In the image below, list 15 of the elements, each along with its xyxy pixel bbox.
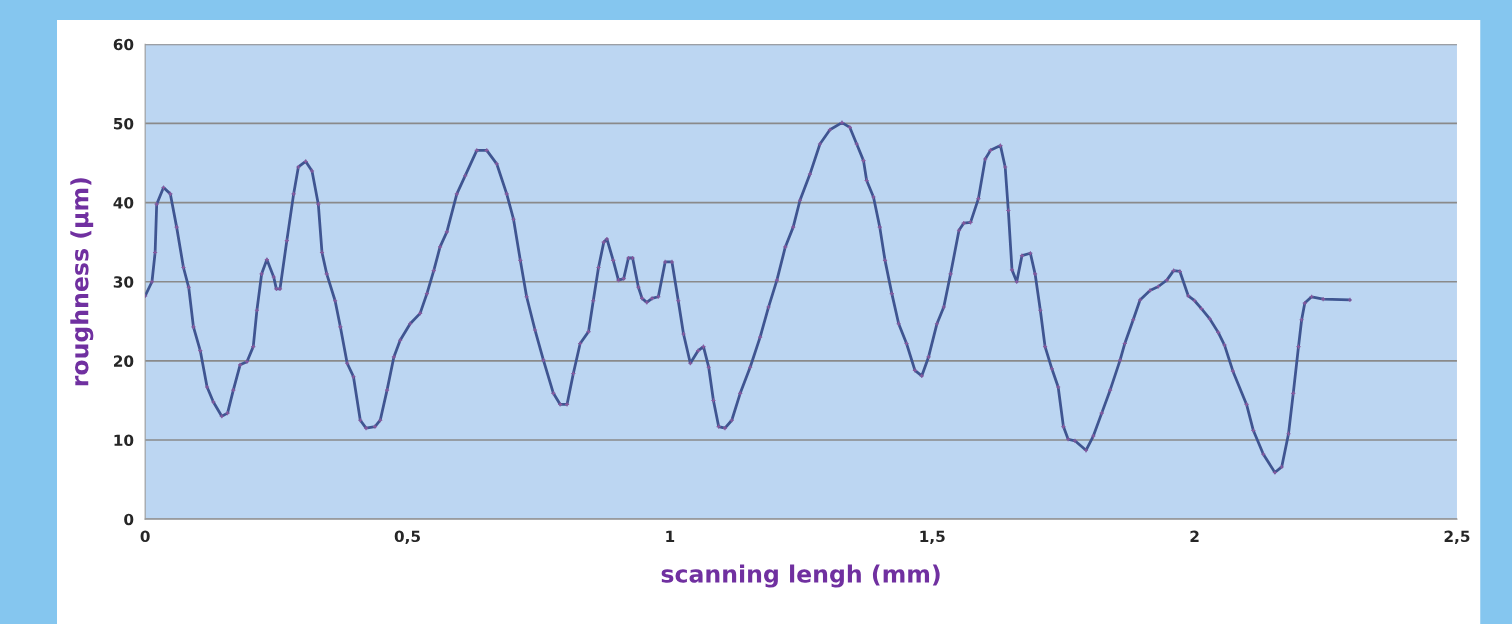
x-tick-label: 2 xyxy=(1190,530,1199,542)
y-tick-label: 0 xyxy=(124,513,134,526)
y-tick-label: 20 xyxy=(113,355,134,367)
y-tick-label: 40 xyxy=(113,197,134,209)
y-tick-label: 30 xyxy=(113,276,134,288)
x-tick-label: 1,5 xyxy=(920,530,945,545)
x-tick-label: 0,5 xyxy=(394,530,420,545)
y-tick-label: 50 xyxy=(113,117,134,130)
x-axis-title: scanning lengh (mm) xyxy=(661,564,940,588)
y-tick-label: 10 xyxy=(114,434,134,447)
y-axis-title: roughness (µm) xyxy=(70,178,94,386)
x-tick-label: 2,5 xyxy=(1444,530,1470,545)
y-tick-label: 60 xyxy=(113,38,134,51)
x-tick-label: 1 xyxy=(666,530,675,542)
x-tick-label: 0 xyxy=(140,530,150,543)
